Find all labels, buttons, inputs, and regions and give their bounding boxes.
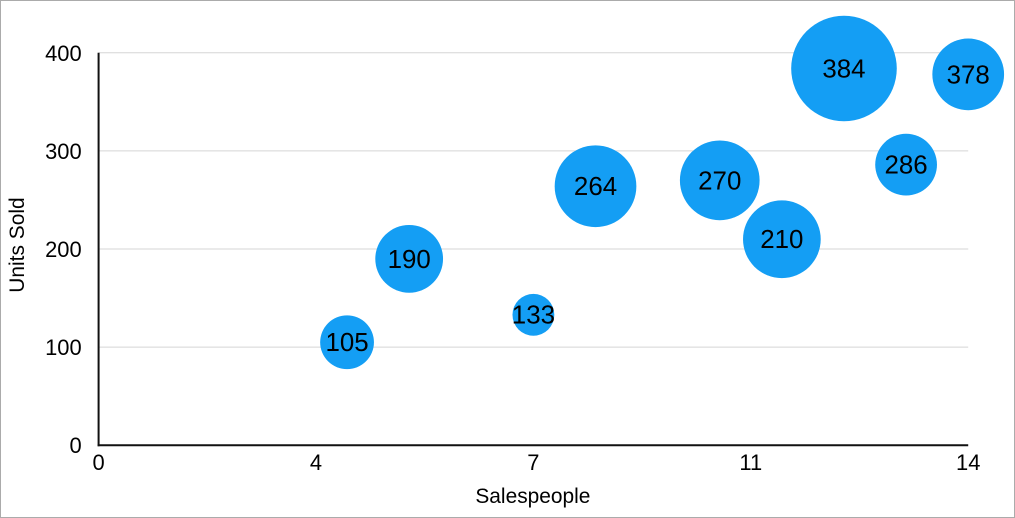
x-tick-label: 7 [527, 450, 539, 475]
bubble[interactable] [791, 15, 897, 122]
bubble[interactable] [875, 133, 937, 196]
axes-group [97, 52, 969, 447]
bubble[interactable] [554, 145, 637, 228]
y-tick-label: 100 [45, 335, 82, 360]
y-axis-title: Units Sold [6, 197, 29, 292]
bubble[interactable] [932, 38, 1005, 111]
y-tick-label: 400 [45, 41, 82, 66]
x-tick-label: 0 [92, 450, 104, 475]
y-tick-label: 300 [45, 139, 82, 164]
bubble[interactable] [512, 293, 555, 336]
tick-labels-group: 0 100 200 300 400 0 4 7 11 14 [45, 41, 980, 475]
x-tick-label: 11 [739, 450, 762, 475]
y-tick-label: 0 [69, 433, 81, 458]
bubble[interactable] [375, 224, 444, 293]
bubble[interactable] [679, 140, 760, 221]
bubble[interactable] [743, 200, 821, 279]
y-tick-label: 200 [45, 237, 82, 262]
bubble[interactable] [320, 315, 374, 370]
x-tick-label: 4 [310, 450, 322, 475]
x-axis-title: Salespeople [475, 485, 590, 508]
x-tick-label: 14 [956, 450, 980, 475]
